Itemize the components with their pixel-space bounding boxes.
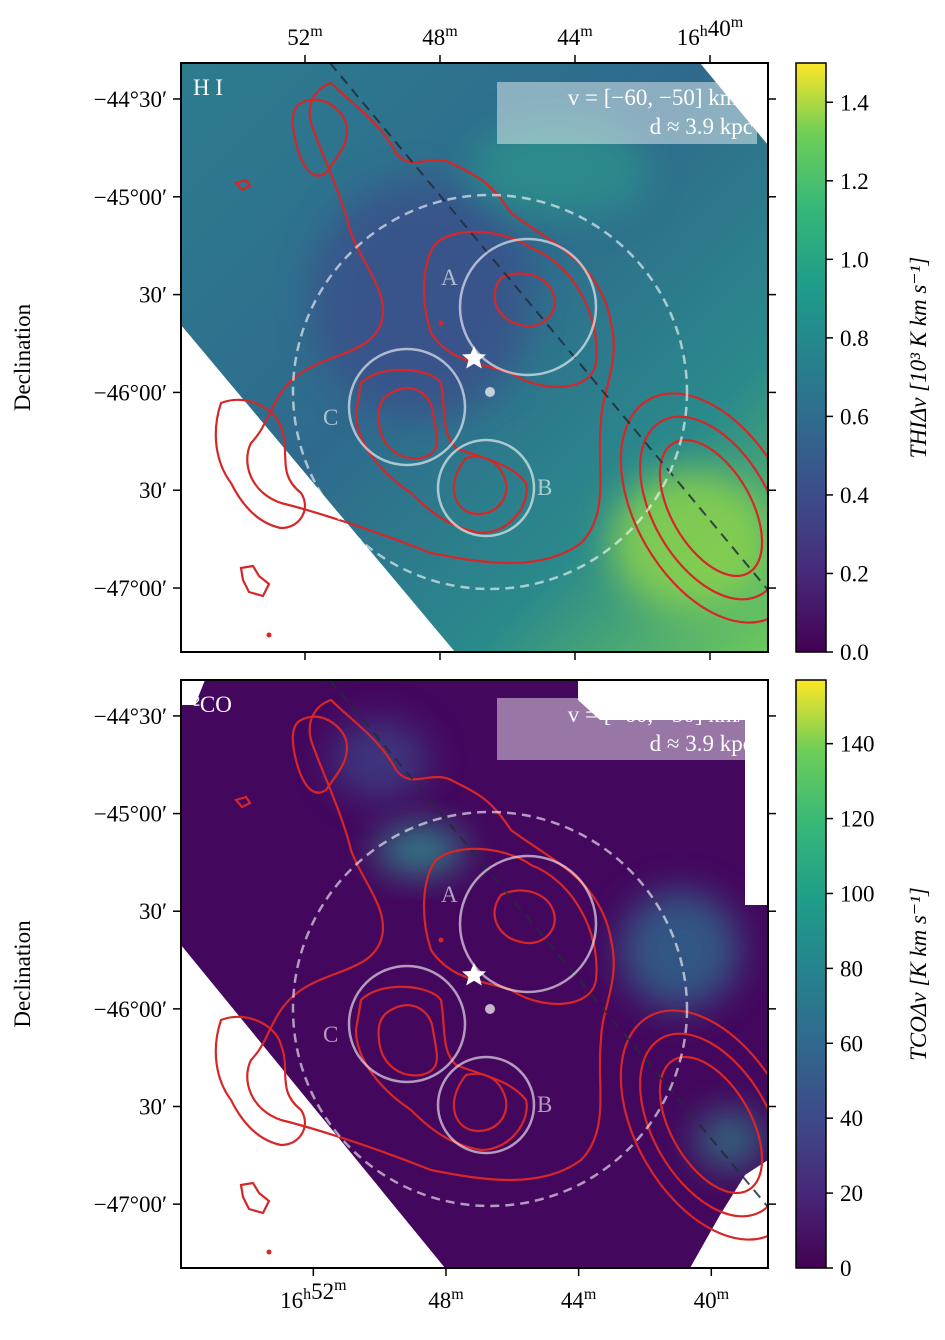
- colorbar-tick-label: 140: [840, 732, 875, 757]
- y-tick-label: 30′: [139, 899, 167, 924]
- region-label: A: [441, 882, 458, 907]
- y-tick-label: −46°00′: [94, 997, 167, 1022]
- colorbar-label: TCOΔv [K km s⁻¹]: [906, 887, 931, 1061]
- y-tick-label: 30′: [139, 478, 167, 503]
- region-label: C: [323, 405, 338, 430]
- y-tick-label: −45°00′: [94, 802, 167, 827]
- region-label: C: [323, 1022, 338, 1047]
- region-label: B: [537, 1092, 552, 1117]
- hi-map: [181, 63, 768, 652]
- y-tick-label: 30′: [139, 283, 167, 308]
- colorbar-tick-label: 1.4: [840, 90, 869, 115]
- axes-frame: [180, 62, 769, 653]
- label-box: [497, 698, 757, 760]
- y-tick-label: −47°00′: [94, 1192, 167, 1217]
- y-tick-label: −47°00′: [94, 576, 167, 601]
- colorbar-tick-label: 1.0: [840, 247, 869, 272]
- velocity-distance-label: v = [−60, −50] km/s: [568, 702, 753, 727]
- panel-annotation: ²CO: [193, 692, 232, 717]
- colorbar-tick-label: 0.2: [840, 561, 869, 586]
- label-box: [497, 82, 757, 144]
- velocity-distance-label: d ≈ 3.9 kpc: [650, 731, 753, 756]
- colorbar-tick-label: 80: [840, 956, 863, 981]
- colorbar-tick-label: 40: [840, 1106, 863, 1131]
- co-map: [181, 680, 768, 1268]
- colorbar-tick-label: 100: [840, 881, 875, 906]
- y-tick-label: −44°30′: [94, 87, 167, 112]
- y-tick-label: −45°00′: [94, 185, 167, 210]
- colorbar-label: THIΔv [10³ K km s⁻¹]: [906, 257, 931, 459]
- colorbar-tick-label: 20: [840, 1181, 863, 1206]
- region-label: B: [537, 475, 552, 500]
- region-label: A: [441, 265, 458, 290]
- colorbar-tick-label: 0.6: [840, 404, 869, 429]
- x-tick-label: 40m: [694, 1286, 730, 1313]
- colorbar-tick-label: 120: [840, 807, 875, 832]
- x2-tick-label: 48m: [422, 23, 458, 50]
- x-tick-label: 44m: [561, 1286, 597, 1313]
- x2-tick-label: 16h40m: [677, 14, 744, 50]
- colorbar: [795, 62, 827, 653]
- panel-annotation: H I: [193, 75, 223, 100]
- colorbar-tick-label: 0.0: [840, 640, 869, 665]
- x-tick-label: 48m: [428, 1286, 464, 1313]
- y-tick-label: −46°00′: [94, 380, 167, 405]
- colorbar-tick-label: 0.8: [840, 326, 869, 351]
- velocity-distance-label: d ≈ 3.9 kpc: [650, 114, 753, 139]
- colorbar-tick-label: 0: [840, 1256, 852, 1281]
- y-tick-label: 30′: [139, 1095, 167, 1120]
- x2-tick-label: 44m: [557, 23, 593, 50]
- y-tick-label: −44°30′: [94, 704, 167, 729]
- colorbar-tick-label: 1.2: [840, 169, 869, 194]
- colorbar-tick-label: 60: [840, 1031, 863, 1056]
- axes-frame: [180, 679, 769, 1269]
- x2-tick-label: 52m: [287, 23, 323, 50]
- velocity-distance-label: v = [−60, −50] km/s: [568, 85, 753, 110]
- x-tick-label: 16h52m: [280, 1277, 347, 1313]
- y-axis-label: Declination: [10, 920, 35, 1028]
- colorbar-tick-label: 0.4: [840, 483, 869, 508]
- y-axis-label: Declination: [10, 303, 35, 411]
- colorbar: [795, 679, 827, 1269]
